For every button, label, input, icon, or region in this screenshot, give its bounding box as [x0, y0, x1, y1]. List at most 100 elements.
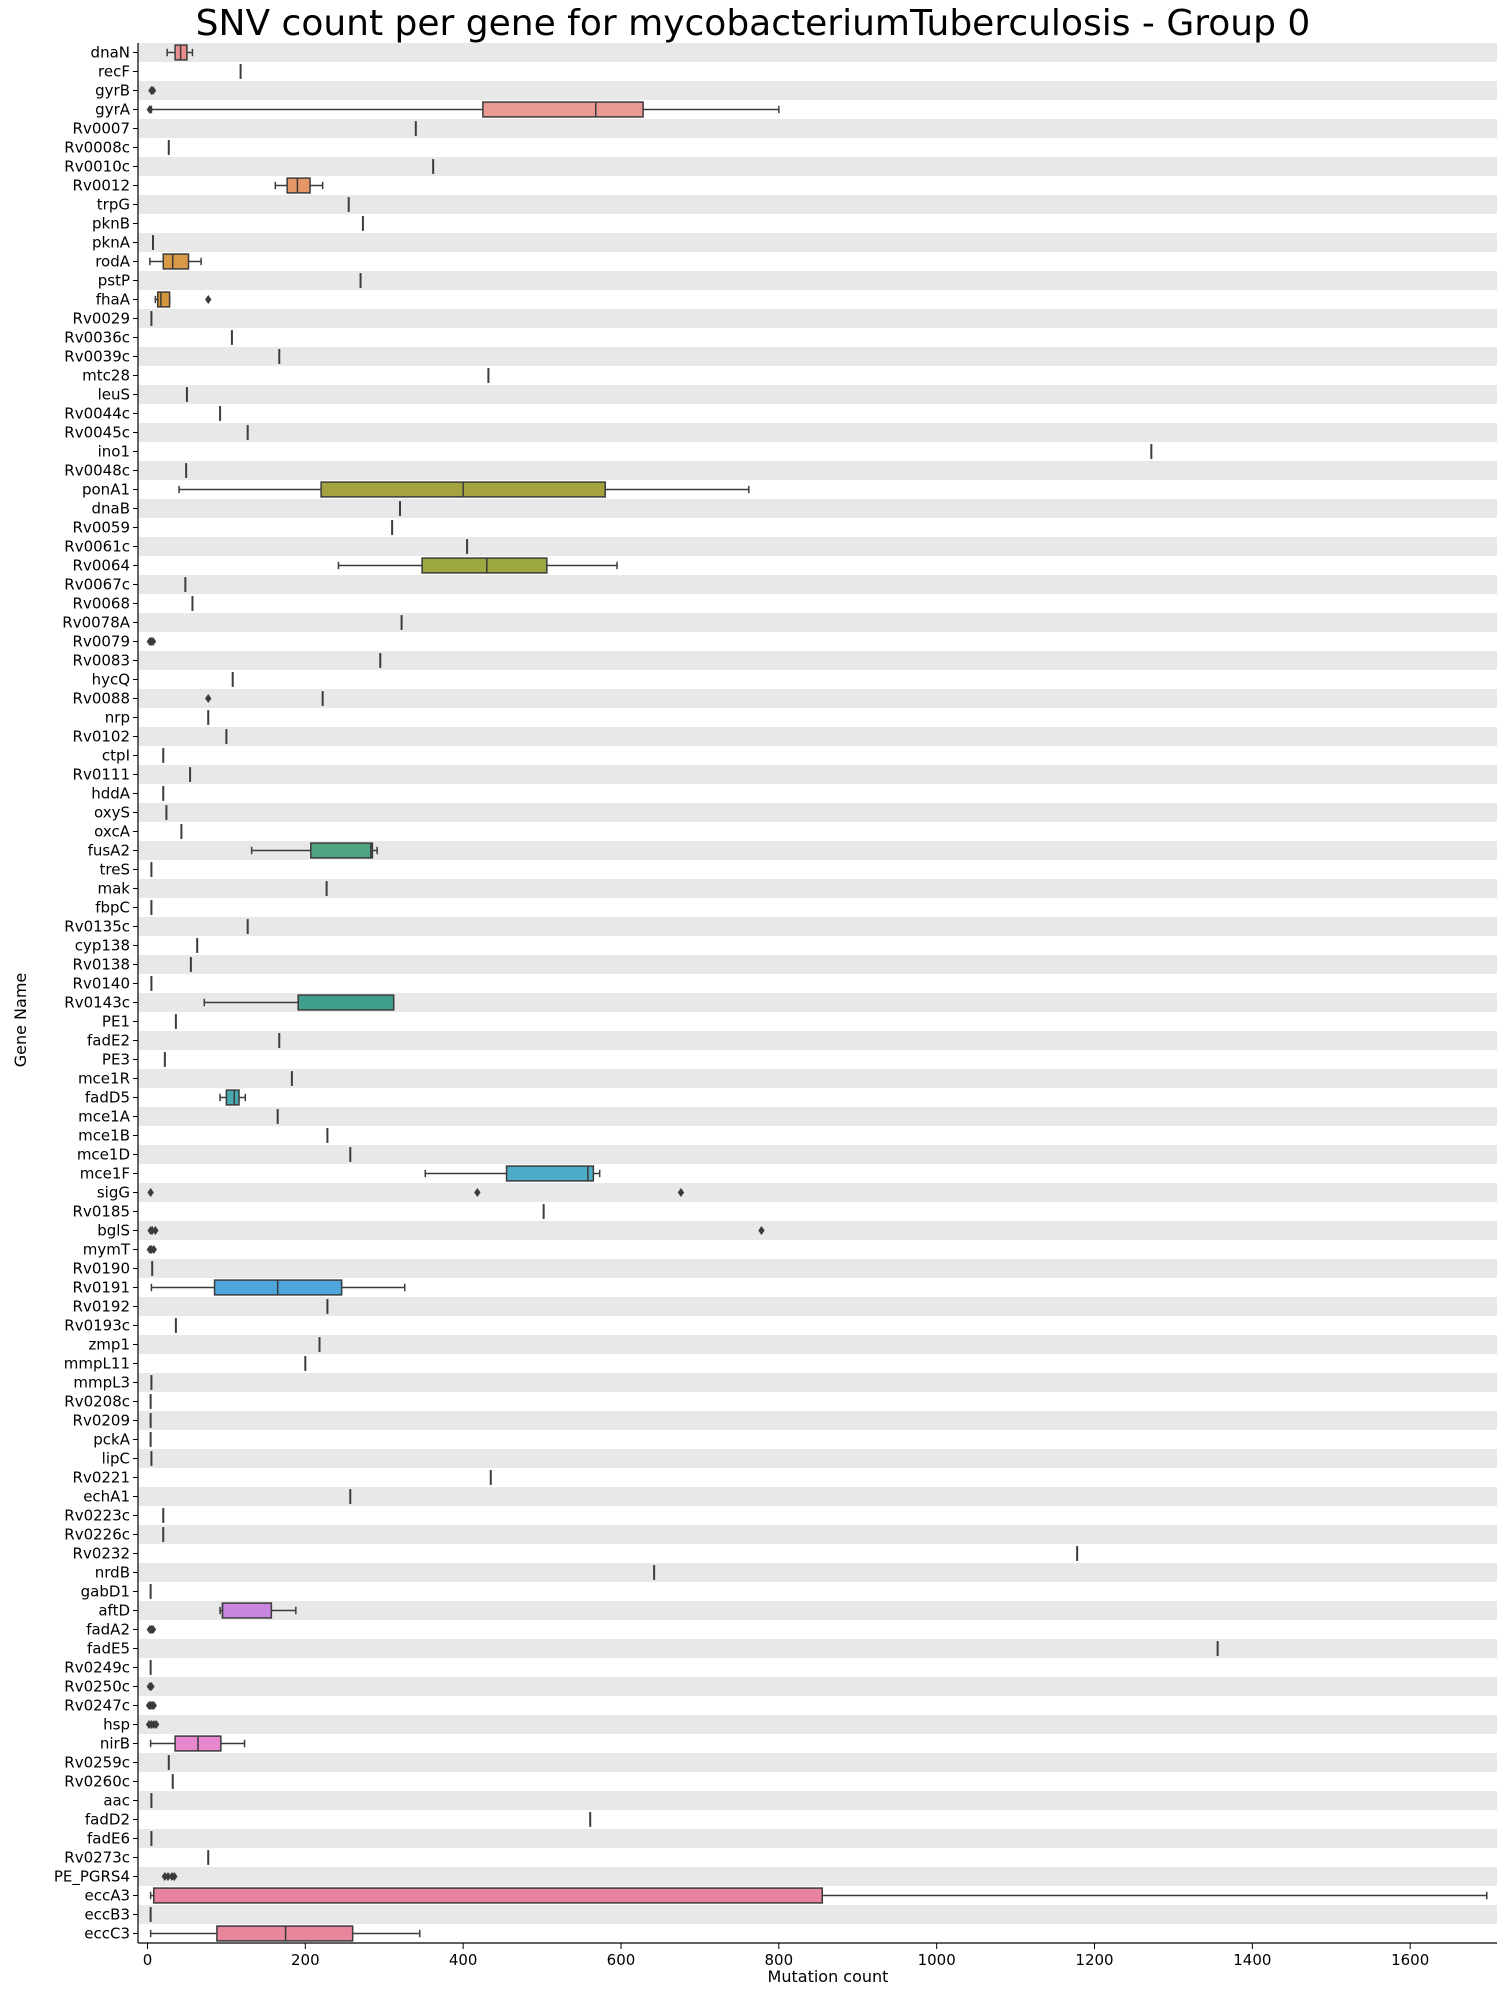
y-tick-label: mymT — [83, 1241, 131, 1259]
y-tick-label: PE_PGRS4 — [54, 1868, 130, 1887]
y-tick-label: hddA — [91, 785, 131, 803]
y-tick-label: Rv0111 — [73, 766, 130, 784]
y-tick-label: Rv0010c — [64, 158, 130, 176]
y-tick-label: Rv0059 — [73, 519, 130, 537]
y-tick-label: lipC — [102, 1450, 130, 1468]
y-tick-label: mce1B — [78, 1127, 130, 1145]
row-stripe — [138, 727, 1497, 746]
row-stripe — [138, 1221, 1497, 1240]
y-tick-label: mce1F — [80, 1165, 130, 1183]
y-tick-label: nrdB — [95, 1564, 130, 1582]
y-tick-label: mtc28 — [82, 367, 130, 385]
y-tick-label: Rv0190 — [73, 1260, 130, 1278]
y-tick-label: leuS — [98, 386, 130, 404]
row-stripe — [138, 461, 1497, 480]
row-stripe — [138, 1715, 1497, 1734]
box — [310, 842, 374, 859]
y-tick-label: Rv0012 — [73, 177, 130, 195]
y-tick-label: Rv0259c — [64, 1754, 130, 1772]
row-stripe — [138, 347, 1497, 366]
row-stripe — [138, 1259, 1497, 1278]
outlier-point — [152, 1720, 160, 1729]
y-tick-label: pknA — [92, 234, 131, 252]
outlier-point — [164, 1872, 172, 1881]
outlier-point — [149, 1625, 157, 1634]
y-tick-label: eccA3 — [84, 1887, 130, 1905]
y-tick-label: Rv0208c — [64, 1393, 130, 1411]
y-tick-label: sigG — [97, 1184, 130, 1202]
y-tick-label: ino1 — [98, 443, 130, 461]
y-tick-label: echA1 — [83, 1488, 130, 1506]
y-tick-label: trpG — [97, 196, 130, 214]
box — [225, 1089, 240, 1106]
y-tick-label: Rv0102 — [73, 728, 130, 746]
y-tick-label: gyrB — [95, 82, 130, 100]
y-tick-label: mce1R — [78, 1070, 130, 1088]
outlier-point — [150, 1245, 157, 1254]
row-stripe — [138, 1905, 1497, 1924]
row-stripe — [138, 309, 1497, 328]
y-tick-label: ponA1 — [82, 481, 130, 499]
y-tick-label: mce1D — [77, 1146, 130, 1164]
outlier-point — [147, 1188, 154, 1197]
row-stripe — [138, 803, 1497, 822]
x-tick-label: 800 — [765, 1951, 794, 1969]
row-stripe — [138, 1297, 1497, 1316]
y-tick-label: cyp138 — [75, 937, 130, 955]
row-stripe — [138, 271, 1497, 290]
chart-title: SNV count per gene for mycobacteriumTube… — [195, 3, 1311, 44]
row-stripe — [138, 195, 1497, 214]
box — [153, 1887, 823, 1904]
y-tick-label: Rv0273c — [64, 1849, 130, 1867]
row-stripe — [138, 1753, 1497, 1772]
y-tick-label: Rv0078A — [62, 614, 130, 632]
row-stripe — [138, 1829, 1497, 1848]
y-tick-label: Rv0138 — [73, 956, 130, 974]
y-tick-label: dnaB — [91, 500, 130, 518]
y-tick-label: Rv0249c — [64, 1659, 130, 1677]
y-tick-label: aac — [103, 1792, 130, 1810]
box — [221, 1602, 273, 1619]
y-tick-label: Rv0143c — [64, 994, 130, 1012]
y-tick-label: Rv0036c — [64, 329, 130, 347]
y-tick-label: mmpL3 — [73, 1374, 130, 1392]
y-tick-label: Rv0232 — [73, 1545, 130, 1563]
y-tick-label: Rv0083 — [73, 652, 130, 670]
row-stripe — [138, 1031, 1497, 1050]
y-tick-label: Rv0193c — [64, 1317, 130, 1335]
outlier-point — [149, 86, 157, 95]
row-stripe — [138, 879, 1497, 898]
y-tick-label: fadE6 — [87, 1830, 130, 1848]
row-stripe — [138, 1107, 1497, 1126]
outlier-point — [171, 1872, 178, 1881]
y-tick-label: eccC3 — [84, 1925, 130, 1943]
y-tick-label: Rv0226c — [64, 1526, 130, 1544]
row-stripe — [138, 537, 1497, 556]
y-tick-label: Rv0140 — [73, 975, 130, 993]
y-tick-label: fadE5 — [87, 1640, 130, 1658]
outlier-point — [149, 637, 157, 646]
outlier-point — [152, 1226, 159, 1235]
row-stripe — [138, 81, 1497, 100]
y-tick-label: PE3 — [102, 1051, 130, 1069]
box — [156, 291, 171, 308]
x-tick-label: 1200 — [1075, 1951, 1113, 1969]
row-stripe — [138, 1563, 1497, 1582]
outlier-point — [205, 694, 212, 703]
y-tick-label: Rv0008c — [64, 139, 130, 157]
y-tick-label: Rv0064 — [73, 557, 130, 575]
y-tick-label: Rv0250c — [64, 1678, 130, 1696]
outlier-point — [758, 1226, 765, 1235]
row-stripe — [138, 613, 1497, 632]
box — [482, 101, 644, 118]
row-stripe — [138, 1525, 1497, 1544]
row-stripe — [138, 689, 1497, 708]
y-tick-label: fusA2 — [88, 842, 130, 860]
y-tick-label: bglS — [97, 1222, 130, 1240]
y-tick-label: Rv0192 — [73, 1298, 130, 1316]
box — [286, 177, 311, 194]
row-stripe — [138, 423, 1497, 442]
y-tick-label: fbpC — [95, 899, 130, 917]
row-stripe — [138, 43, 1497, 62]
